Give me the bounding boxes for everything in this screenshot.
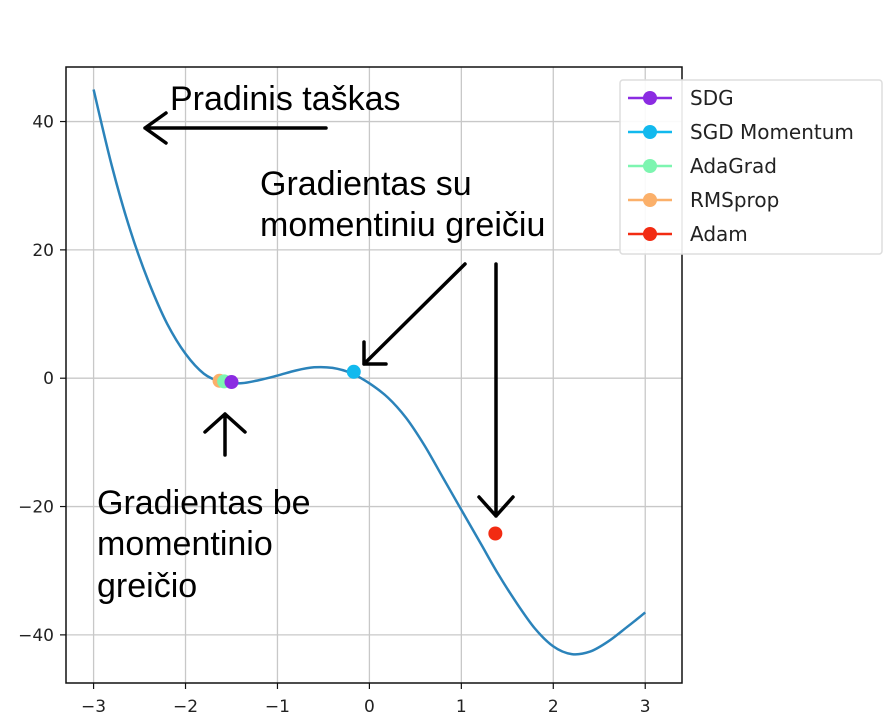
legend-marker: [643, 227, 657, 241]
y-tick-label: −40: [18, 626, 54, 646]
x-axis-ticks: −3 −2 −1 0 1 2 3: [81, 683, 651, 717]
arrow-to-momentum-point: [362, 262, 467, 366]
legend-marker: [643, 193, 657, 207]
y-tick-label: 0: [43, 369, 54, 389]
y-tick-label: 20: [32, 241, 54, 261]
grid-lines: [66, 67, 682, 683]
point-adam: [488, 526, 503, 541]
y-axis-ticks: −40 −20 0 20 40: [18, 113, 66, 646]
legend-label: SGD Momentum: [690, 120, 854, 144]
x-tick-label: 3: [640, 697, 651, 717]
point-sdg: [224, 375, 239, 390]
x-tick-label: −2: [173, 697, 198, 717]
legend-label: Adam: [690, 222, 748, 246]
point-sgd-momentum: [346, 364, 361, 379]
legend-label: SDG: [690, 86, 734, 110]
y-tick-label: 40: [32, 113, 54, 133]
annotation-arrows: [143, 111, 515, 518]
arrow-to-adam-point: [477, 262, 515, 518]
x-tick-label: −1: [265, 697, 290, 717]
x-tick-label: 1: [456, 697, 467, 717]
arrow-up-to-minimum: [203, 412, 247, 457]
y-tick-label: −20: [18, 498, 54, 518]
legend-box: [619, 79, 883, 255]
legend-label: AdaGrad: [690, 154, 777, 178]
annotation-start: Pradinis taškas: [170, 80, 401, 118]
legend-marker: [643, 91, 657, 105]
legend-marker: [643, 125, 657, 139]
loss-curve-line: [92, 89, 647, 656]
x-tick-label: 0: [364, 697, 375, 717]
legend-label: RMSprop: [690, 188, 779, 212]
x-tick-label: 2: [548, 697, 559, 717]
arrow-to-start: [143, 111, 328, 145]
annotation-with-momentum: Gradientas su momentiniu greičiu: [260, 165, 546, 245]
legend: SDG SGD Momentum AdaGrad RMSprop Adam: [619, 79, 883, 255]
x-tick-label: −3: [81, 697, 106, 717]
annotation-without-momentum: Gradientas be momentinio greičio: [97, 484, 311, 605]
legend-marker: [643, 159, 657, 173]
optimizer-points: [212, 364, 503, 541]
plot-area-frame: [65, 66, 683, 684]
